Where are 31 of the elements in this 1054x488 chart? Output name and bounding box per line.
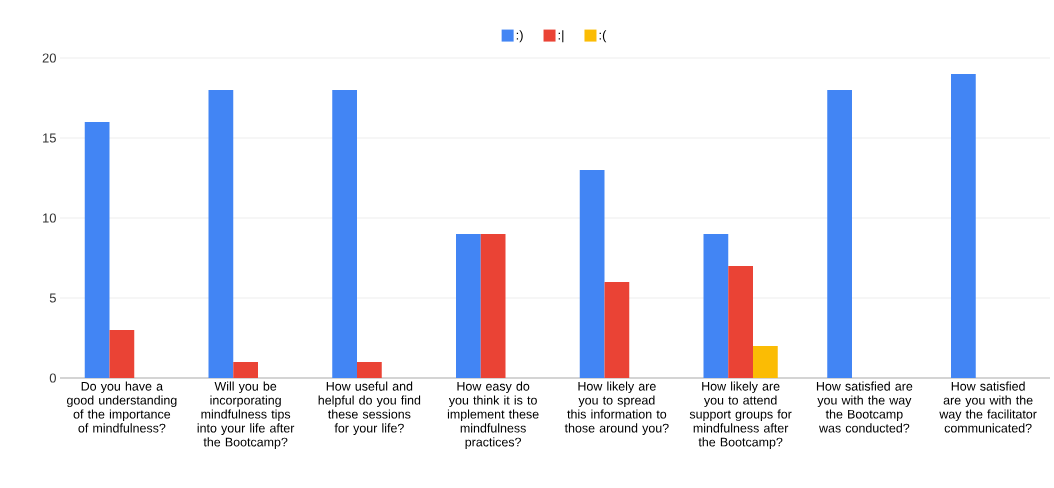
bar [827,90,852,378]
bar [233,362,258,378]
bar [109,330,135,378]
y-tick-label: 15 [43,133,56,143]
bar [332,90,357,378]
bar [208,90,234,378]
bar [951,74,976,378]
bar [604,282,630,378]
x-tick-label: How satisfied are you with the way the Bootcamp was conducted? [816,381,913,433]
y-tick-label: 10 [43,213,56,223]
bar [357,362,382,378]
x-tick-label: How likely are you to spread this information to those around you? [564,381,669,435]
y-tick-label: 5 [49,293,56,303]
bar [456,234,481,378]
bar [728,266,753,378]
y-tick-label: 0 [49,373,56,383]
x-tick-label: Will you be incorporating mindfulness tips into your life after the Bootcamp? [197,381,295,449]
bar [579,170,605,378]
x-tick-label: Do you have a good understanding of the importance of mindfulness? [67,381,177,433]
legend-label: :( [599,30,607,43]
legend-label: :| [558,30,564,43]
x-tick-label: How likely are you to attend support groups for mindfulness after the Bootcamp? [689,381,792,449]
bar [753,346,778,378]
x-tick-label: How useful and helpful do you find these sessions for your life? [318,381,421,435]
legend-label: :) [516,30,523,43]
bar [84,122,110,378]
bar [480,234,506,378]
x-tick-label: How satisfied are you with the way the facilitator communicated? [939,381,1037,433]
bar [703,234,729,378]
x-tick-label: How easy do you think it is to implement these mindfulness practices? [447,381,539,449]
y-tick-label: 20 [42,53,56,63]
